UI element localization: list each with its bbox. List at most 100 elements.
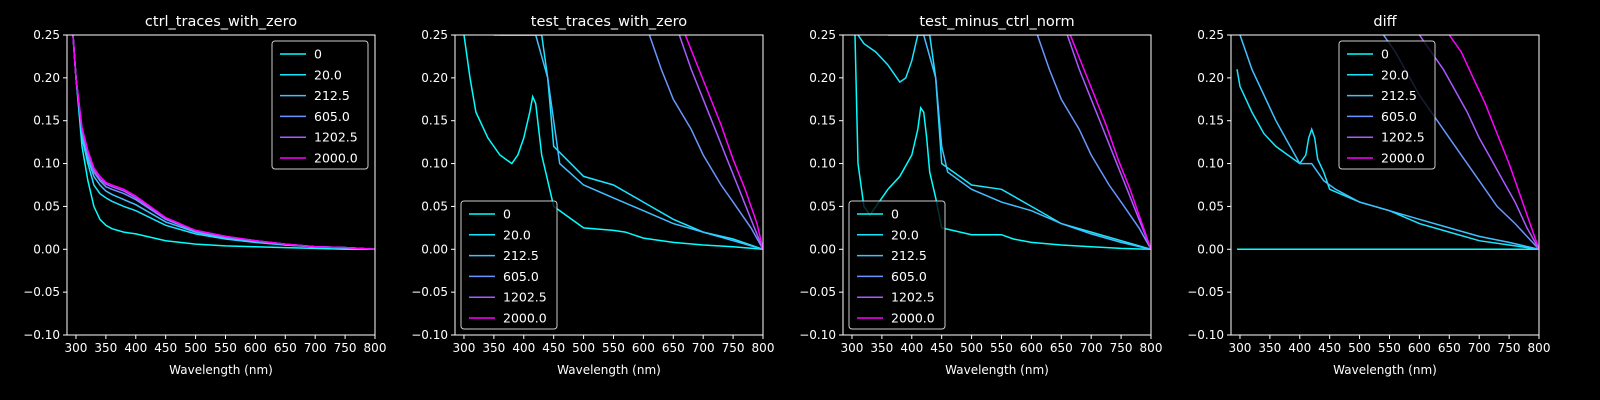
y-tick-label: 0.05 (809, 199, 836, 213)
series-line-2000.0 (1069, 35, 1151, 250)
x-tick-label: 700 (1080, 341, 1103, 355)
axes-frame (454, 34, 764, 336)
series-line-2000.0 (1448, 35, 1539, 250)
legend-label: 2000.0 (1381, 151, 1425, 166)
y-tick-label: 0.25 (809, 28, 836, 42)
x-tick-label: 500 (184, 341, 207, 355)
x-tick-label: 350 (1258, 341, 1281, 355)
series-line-1202.5 (1418, 35, 1539, 250)
x-tick-label: 650 (274, 341, 297, 355)
legend-label: 2000.0 (891, 311, 935, 326)
panel-0: 300 350 400 450 500 550 600 650 700 750 800 −0.10 −0… (23, 14, 386, 377)
x-axis-label: Wavelength (nm) (169, 363, 273, 377)
legend-label: 0 (1381, 47, 1389, 62)
legend-label: 212.5 (891, 248, 927, 263)
y-tick-label: 0.00 (33, 242, 60, 256)
y-tick-label: 0.25 (33, 28, 60, 42)
y-tick-label: 0.20 (421, 71, 448, 85)
x-tick-label: 600 (244, 341, 267, 355)
legend-label: 605.0 (891, 269, 927, 284)
x-tick-label: 400 (1288, 341, 1311, 355)
y-tick-label: 0.15 (1197, 114, 1224, 128)
series-line-20.0 (493, 35, 763, 251)
y-tick-label: −0.10 (799, 328, 836, 342)
x-tick-label: 800 (1528, 341, 1551, 355)
x-tick-label: 700 (1468, 341, 1491, 355)
x-tick-label: 650 (662, 341, 685, 355)
chart-title: test_traces_with_zero (531, 14, 688, 30)
series-line-0 (72, 35, 375, 251)
x-tick-label: 500 (572, 341, 595, 355)
legend: 0 20.0 212.5 605.0 1202.5 2000.0 (848, 200, 946, 330)
chart-title: diff (1373, 14, 1397, 30)
series-line-212.5 (887, 35, 1151, 251)
series-line-212.5 (1239, 35, 1539, 251)
y-tick-label: 0.25 (1197, 28, 1224, 42)
legend-label: 605.0 (503, 269, 539, 284)
y-tick-label: 0.00 (421, 242, 448, 256)
y-tick-label: 0.10 (1197, 157, 1224, 171)
y-tick-label: 0.05 (33, 199, 60, 213)
x-tick-label: 300 (453, 341, 476, 355)
y-tick-label: 0.15 (421, 114, 448, 128)
x-tick-label: 600 (1020, 341, 1043, 355)
chart-title: ctrl_traces_with_zero (145, 14, 297, 30)
y-tick-label: −0.05 (411, 285, 448, 299)
legend-label: 20.0 (891, 227, 919, 242)
x-tick-label: 800 (752, 341, 775, 355)
x-axis-label: Wavelength (nm) (557, 363, 661, 377)
legend: 0 20.0 212.5 605.0 1202.5 2000.0 (1338, 40, 1436, 170)
x-tick-label: 450 (930, 341, 953, 355)
y-tick-label: −0.05 (23, 285, 60, 299)
y-tick-label: 0.20 (809, 71, 836, 85)
legend-label: 20.0 (503, 227, 531, 242)
y-tick-label: −0.10 (1187, 328, 1224, 342)
legend-label: 212.5 (1381, 88, 1417, 103)
y-tick-label: 0.00 (809, 242, 836, 256)
x-tick-label: 700 (304, 341, 327, 355)
legend-label: 1202.5 (503, 290, 547, 305)
x-tick-label: 750 (1110, 341, 1133, 355)
panel-3: 300 350 400 450 500 550 600 650 700 750 800 −0.10 −0… (1187, 14, 1550, 377)
axes-frame (842, 34, 1152, 336)
series-line-20.0 (1236, 69, 1539, 251)
x-tick-label: 700 (692, 341, 715, 355)
y-tick-label: 0.15 (33, 114, 60, 128)
x-tick-label: 750 (334, 341, 357, 355)
x-tick-label: 750 (1498, 341, 1521, 355)
x-tick-label: 550 (1378, 341, 1401, 355)
series-line-0 (463, 35, 763, 251)
x-tick-label: 750 (722, 341, 745, 355)
y-tick-label: 0.10 (809, 157, 836, 171)
y-tick-label: 0.20 (1197, 71, 1224, 85)
y-tick-label: −0.05 (1187, 285, 1224, 299)
x-tick-label: 350 (94, 341, 117, 355)
legend-label: 1202.5 (314, 130, 358, 145)
panel-2: 300 350 400 450 500 550 600 650 700 750 800 −0.10 −0… (799, 14, 1162, 377)
series-line-2000.0 (72, 35, 375, 251)
x-tick-label: 400 (900, 341, 923, 355)
y-tick-label: 0.10 (33, 157, 60, 171)
y-tick-label: 0.05 (1197, 199, 1224, 213)
x-axis-label: Wavelength (nm) (1333, 363, 1437, 377)
x-tick-label: 450 (154, 341, 177, 355)
x-tick-label: 350 (870, 341, 893, 355)
panel-1: 300 350 400 450 500 550 600 650 700 750 800 −0.10 −0… (411, 14, 774, 377)
x-tick-label: 500 (960, 341, 983, 355)
legend-label: 2000.0 (503, 311, 547, 326)
legend-label: 212.5 (503, 248, 539, 263)
x-tick-label: 650 (1050, 341, 1073, 355)
y-tick-label: 0.00 (1197, 242, 1224, 256)
legend-label: 0 (503, 207, 511, 222)
legend-label: 605.0 (1381, 109, 1417, 124)
x-tick-label: 300 (841, 341, 864, 355)
axes-frame (66, 34, 376, 336)
legend-label: 0 (314, 47, 322, 62)
x-tick-label: 400 (124, 341, 147, 355)
legend-label: 212.5 (314, 88, 350, 103)
y-tick-label: 0.10 (421, 157, 448, 171)
series-line-605.0 (1036, 35, 1151, 250)
y-tick-label: 0.25 (421, 28, 448, 42)
series-line-2000.0 (684, 35, 763, 250)
